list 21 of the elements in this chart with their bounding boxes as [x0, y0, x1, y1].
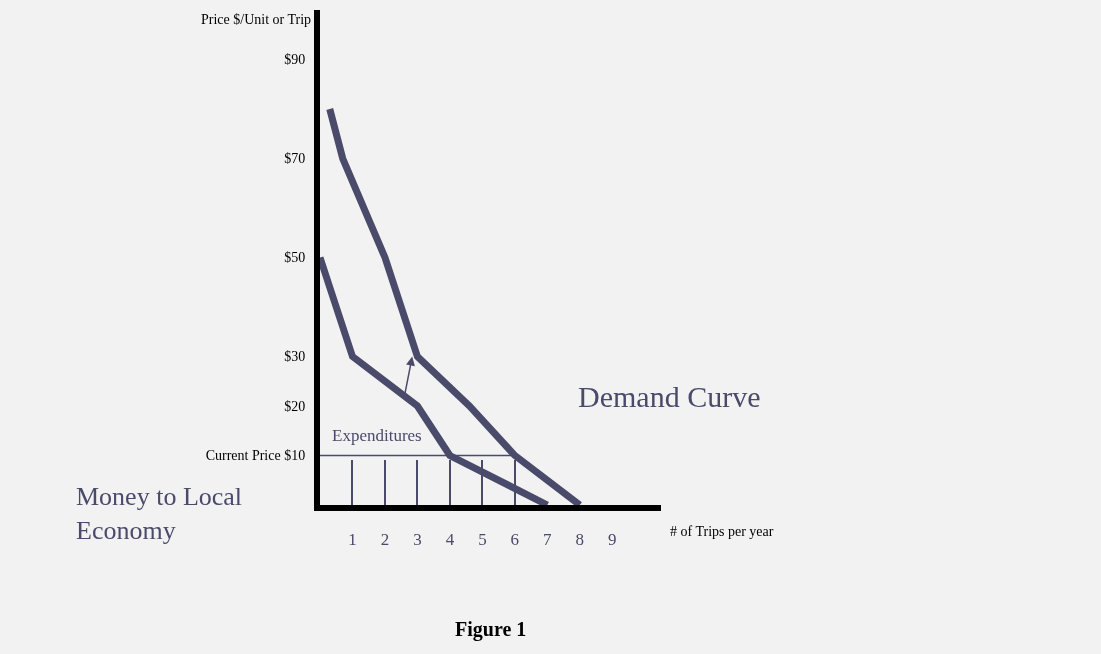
y-tick-label: $70: [284, 151, 306, 167]
x-tick-label: 3: [413, 530, 422, 550]
x-tick-label: 6: [510, 530, 520, 550]
y-tick-label: Current Price $10: [205, 448, 306, 464]
x-tick-label: 4: [445, 530, 455, 550]
text: Figure 1: [455, 618, 527, 641]
y-tick-label: $50: [284, 250, 306, 266]
x-tick-label: 2: [380, 530, 390, 550]
x-axis-title: # of Trips per year: [670, 524, 774, 539]
annotation: Demand Curve: [578, 380, 761, 413]
text: Money to Local Economy: [76, 482, 243, 545]
x-tick-label: 9: [608, 530, 617, 550]
y-axis-title: Price $/Unit or Trip: [201, 12, 312, 27]
x-tick-label: 8: [575, 530, 585, 550]
x-tick-label: 7: [543, 530, 553, 550]
x-tick-label: 1: [348, 530, 357, 550]
y-tick-label: $20: [284, 398, 306, 414]
y-tick-label: $90: [284, 52, 306, 68]
x-tick-label: 5: [478, 530, 487, 550]
annotation: Expenditures: [332, 426, 422, 445]
y-tick-label: $30: [284, 349, 306, 365]
